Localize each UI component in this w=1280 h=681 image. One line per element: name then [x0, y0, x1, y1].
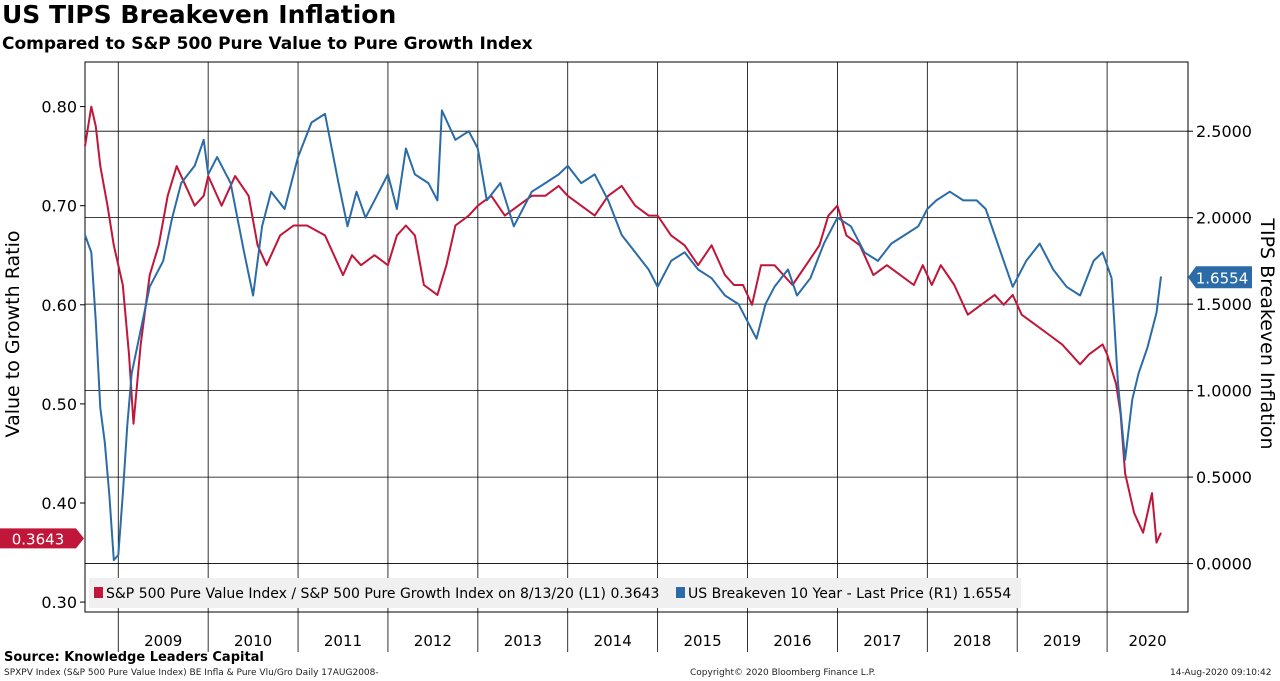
x-tick-label: 2017: [863, 632, 901, 650]
legend-entry-label: S&P 500 Pure Value Index / S&P 500 Pure …: [106, 586, 659, 602]
y-left-tick-label: 0.30: [41, 593, 77, 612]
y-left-tick-label: 0.70: [41, 197, 77, 216]
y-left-tick-label: 0.50: [41, 395, 77, 414]
legend-box: [89, 578, 1021, 608]
plot-frame: [84, 61, 1189, 613]
x-tick-label: 2018: [953, 632, 991, 650]
y-right-tick-label: 2.0000: [1196, 209, 1252, 228]
legend: S&P 500 Pure Value Index / S&P 500 Pure …: [89, 578, 1021, 608]
y-right-tick-label: 2.5000: [1196, 122, 1252, 141]
legend-entry-label: US Breakeven 10 Year - Last Price (R1) 1…: [688, 586, 1011, 602]
x-tick-label: 2012: [414, 632, 452, 650]
legend-swatch: [676, 587, 685, 598]
x-tick-label: 2020: [1128, 632, 1166, 650]
y-left-tick-label: 0.40: [41, 494, 77, 513]
series-line-value-growth-ratio: [84, 105, 1162, 544]
x-tick-label: 2013: [504, 632, 542, 650]
x-tick-label: 2009: [144, 632, 182, 650]
y-right-tick-label: 1.0000: [1196, 382, 1252, 401]
series-lines: [84, 105, 1162, 562]
footer-timestamp: 14-Aug-2020 09:10:42: [1170, 668, 1272, 678]
y-left-tick-label: 0.80: [41, 98, 77, 117]
gridlines: [84, 61, 1189, 652]
last-value-label-right: 1.6554: [1196, 269, 1249, 287]
last-value-label-left: 0.3643: [12, 530, 65, 548]
last-value-tag-left: [0, 528, 84, 549]
footer-copyright: Copyright© 2020 Bloomberg Finance L.P.: [690, 668, 876, 678]
axes: 2009 2010 2011 2012 2013 2014 2015 2016 2017 2018…: [0, 98, 1278, 650]
x-tick-label: 2015: [683, 632, 721, 650]
x-tick-label: 2010: [234, 632, 272, 650]
y-left-tick-label: 0.60: [41, 296, 77, 315]
last-value-tag-right: [1188, 266, 1252, 289]
series-line-breakeven-inflation: [84, 109, 1162, 562]
y-right-axis-title: TIPS Breakeven Inflation: [1256, 217, 1278, 449]
y-right-tick-label: 0.0000: [1196, 555, 1252, 574]
x-tick-label: 2014: [594, 632, 632, 650]
legend-swatch: [94, 587, 103, 598]
chart-title: US TIPS Breakeven Inflation: [2, 0, 397, 29]
x-tick-label: 2019: [1043, 632, 1081, 650]
y-left-axis-title: Value to Growth Ratio: [2, 231, 24, 438]
y-right-tick-label: 0.5000: [1196, 468, 1252, 487]
footer-left: SPXPV Index (S&P 500 Pure Value Index) B…: [4, 668, 379, 678]
source-note: Source: Knowledge Leaders Capital: [4, 650, 264, 665]
x-tick-label: 2011: [324, 632, 362, 650]
chart-subtitle: Compared to S&P 500 Pure Value to Pure G…: [2, 34, 533, 54]
x-tick-label: 2016: [773, 632, 811, 650]
y-right-tick-label: 1.5000: [1196, 295, 1252, 314]
